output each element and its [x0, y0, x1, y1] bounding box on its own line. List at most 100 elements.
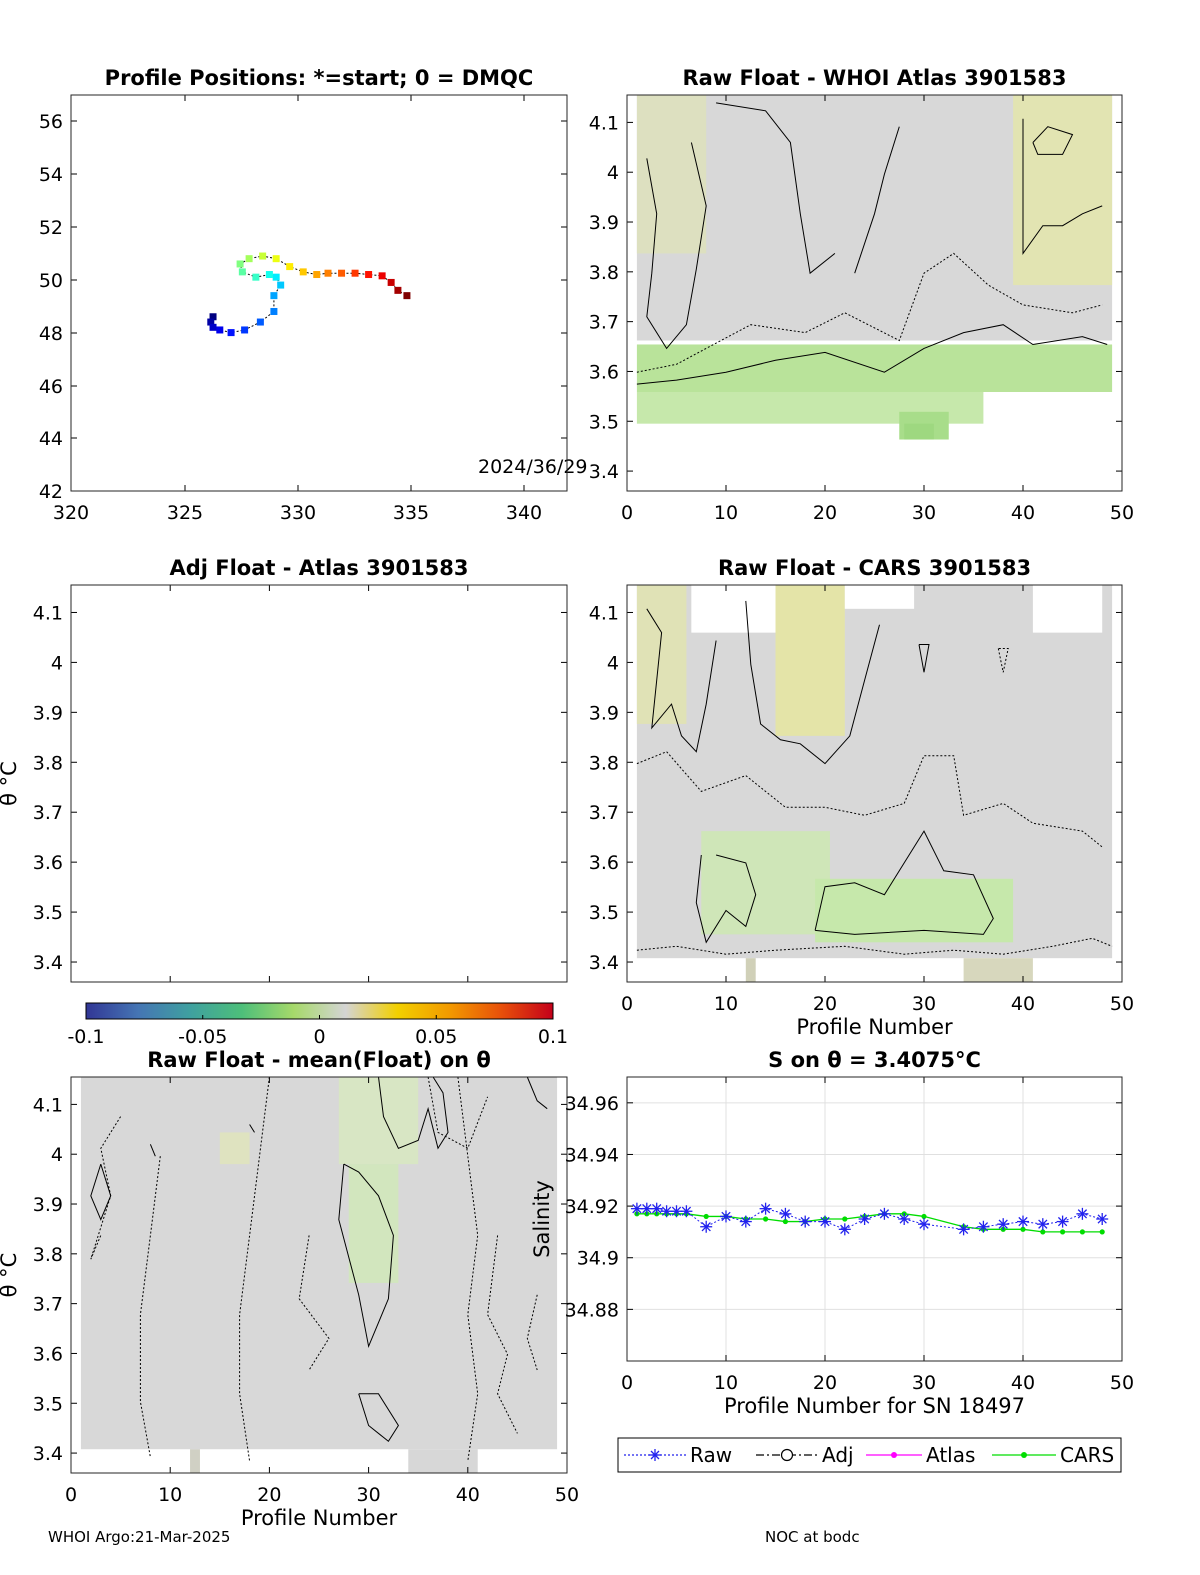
salinity-xtick-label: 30: [912, 1372, 936, 1394]
footer-left: WHOI Argo:21-Mar-2025: [48, 1528, 230, 1546]
raw-point-d2: [1038, 1219, 1048, 1229]
cars-point: [842, 1216, 848, 1222]
colorbar-tick-label: -0.1: [67, 1026, 104, 1048]
whoi-xtick-label: 10: [714, 502, 738, 524]
adj-ytick-label: 4: [51, 652, 63, 674]
raw-point-d2: [661, 1206, 672, 1216]
mean-cell: [348, 1164, 399, 1283]
raw-point: [997, 1218, 1010, 1231]
raw-point: [1096, 1213, 1109, 1225]
cars-ytick-label: 3.7: [589, 802, 619, 824]
track-point: [394, 286, 402, 294]
whoi-xtick-label: 30: [912, 502, 936, 524]
legend-label: CARS: [1060, 1443, 1114, 1467]
track-point: [351, 269, 359, 277]
colorbar-tick-label: 0.05: [415, 1026, 457, 1048]
track-point: [270, 292, 278, 300]
raw-point: [1017, 1215, 1029, 1228]
salinity-xtick-label: 0: [621, 1372, 633, 1394]
cars-point: [1060, 1229, 1066, 1235]
cars-axes: Raw Float - CARS 3901583 0 10 20 30 40 50 3.4 3.…: [589, 556, 1134, 1039]
track-point: [209, 313, 217, 321]
raw-point-d2: [840, 1224, 850, 1234]
track-point: [236, 260, 244, 268]
cars-contour: [918, 644, 930, 673]
raw-point: [650, 1202, 663, 1215]
raw-point: [918, 1218, 930, 1231]
mean-frame: [70, 1076, 568, 1474]
cars-ytick-label: 3.8: [589, 752, 619, 774]
track-point: [272, 255, 280, 263]
track-point: [277, 281, 285, 289]
whoi-axes: Raw Float - WHOI Atlas 3901583 0 10 20 30 40 5…: [589, 66, 1134, 524]
raw-point: [858, 1213, 871, 1225]
salinity-ytick-label: 34.92: [565, 1196, 619, 1218]
mean-title: Raw Float - mean(Float) on θ: [147, 1048, 491, 1072]
raw-point: [799, 1215, 812, 1228]
track-point: [265, 271, 273, 279]
whoi-field: [636, 95, 1113, 440]
whoi-xtick-label: 40: [1011, 502, 1035, 524]
cars-ytick-label: 3.5: [589, 902, 619, 924]
positions-ytick-label: 48: [39, 323, 63, 345]
whoi-ytick-label: 3.4: [589, 461, 619, 483]
mean-contour: [427, 1076, 489, 1150]
adj-ytick-label: 3.7: [33, 802, 63, 824]
mean-xtick-label: 10: [158, 1484, 182, 1506]
cars-contour: [745, 600, 880, 765]
adj-ytick-label: 3.4: [33, 952, 63, 974]
cars-ytick-label: 4.1: [589, 602, 619, 624]
mean-field: [80, 1077, 558, 1473]
raw-point-d2: [780, 1209, 791, 1219]
whoi-contour: [1022, 118, 1103, 255]
cars-contour: [814, 830, 994, 935]
raw-point: [1076, 1207, 1089, 1220]
colorbar-tick-label: -0.05: [178, 1026, 227, 1048]
cars-xtick-label: 20: [813, 993, 837, 1015]
raw-point-d2: [978, 1222, 989, 1232]
raw-point: [898, 1213, 911, 1225]
salinity-xtick-label: 50: [1110, 1372, 1134, 1394]
adj-ytick-label: 3.8: [33, 752, 63, 774]
raw-point-d2: [1077, 1209, 1088, 1219]
cars-cell: [745, 958, 756, 982]
positions-xtick-label: 320: [53, 502, 89, 524]
track-point: [270, 307, 278, 315]
cars-contour: [636, 751, 1103, 848]
raw-point: [640, 1202, 653, 1215]
mean-ytick-label: 4.1: [33, 1094, 63, 1116]
cars-point: [1020, 1226, 1026, 1232]
salinity-frame: [626, 1076, 1123, 1362]
mean-ytick-label: 3.4: [33, 1443, 63, 1465]
mean-ytick-label: 3.7: [33, 1294, 63, 1316]
positions-axes: Profile Positions: *=start; 0 = DMQC 320 3…: [39, 66, 567, 524]
cars-cell: [815, 878, 1014, 943]
mean-xtick-label: 0: [65, 1484, 77, 1506]
mean-xtick-label: 50: [555, 1484, 579, 1506]
raw-point-d2: [721, 1211, 731, 1222]
raw-point: [680, 1205, 693, 1218]
positions-ytick-label: 52: [39, 217, 63, 239]
raw-point-d2: [998, 1219, 1008, 1229]
track-point: [338, 269, 346, 277]
legend-marker: [891, 1452, 897, 1458]
mean-xtick-label: 20: [257, 1484, 281, 1506]
whoi-cell: [1013, 95, 1113, 286]
whoi-contour: [1032, 126, 1074, 155]
track-point: [403, 292, 411, 300]
whoi-xtick-label: 20: [813, 502, 837, 524]
mean-xlabel: Profile Number: [241, 1506, 398, 1530]
adj-ytick-label: 3.5: [33, 902, 63, 924]
adj-ytick-label: 4.1: [33, 602, 63, 624]
positions-ytick-label: 46: [39, 376, 63, 398]
mean-contour: [249, 1124, 255, 1133]
salinity-ylabel: Salinity: [530, 1180, 554, 1258]
colorbar-tick-label: 0.1: [538, 1026, 568, 1048]
positions-xtick-label: 325: [167, 502, 203, 524]
raw-point: [759, 1202, 772, 1215]
raw-point-d2: [1018, 1216, 1028, 1227]
colorbar-tick-label: 0: [313, 1026, 325, 1048]
adj-frame: [70, 584, 568, 983]
footer-right: NOC at bodc: [765, 1528, 860, 1546]
mean-cell: [80, 1077, 558, 1450]
